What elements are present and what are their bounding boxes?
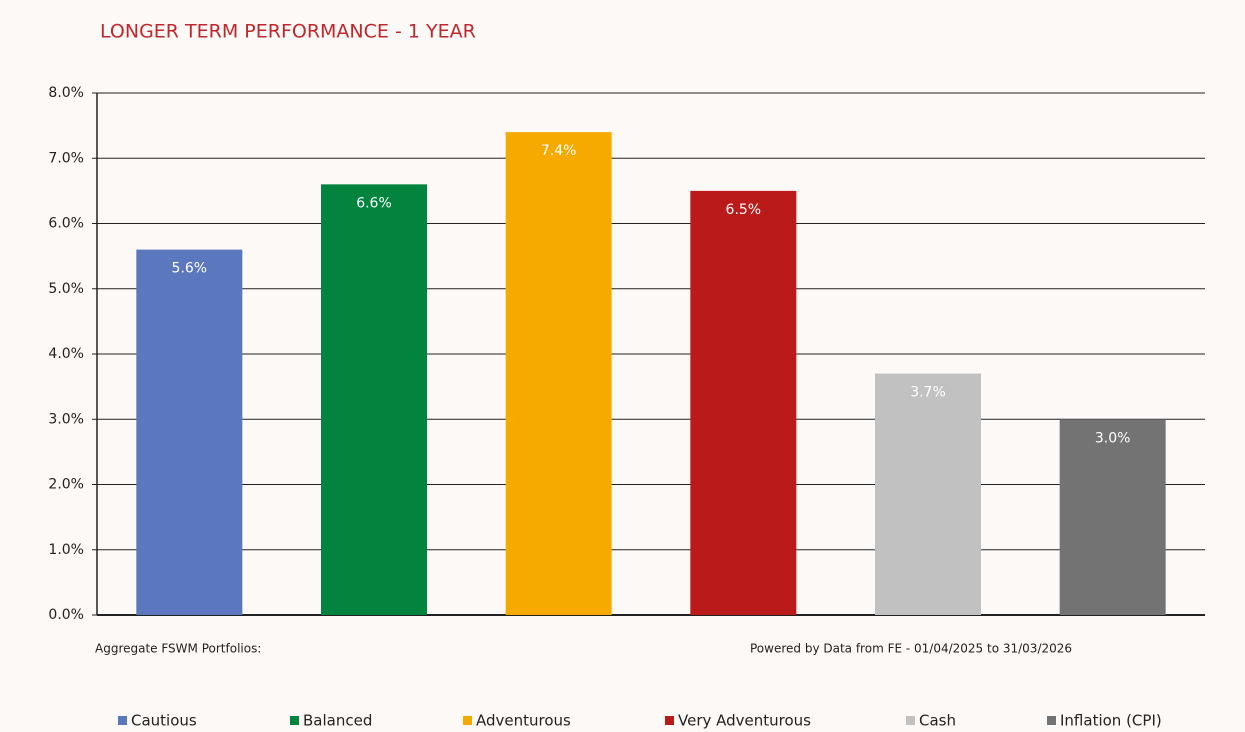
legend-swatch [665,716,674,725]
value-label: 5.6% [172,261,208,277]
note: Powered by Data from FE - 01/04/2025 to … [750,642,1072,656]
y-tick-label: 4.0% [48,346,84,362]
legend-label: Balanced [303,712,372,730]
bar [1059,419,1166,615]
legend-swatch [1047,716,1056,725]
legend-swatch [290,716,299,725]
bar [690,190,797,615]
bar [136,249,243,615]
chart-title: LONGER TERM PERFORMANCE - 1 YEAR [100,21,476,43]
legend-swatch [118,716,127,725]
y-tick-label: 3.0% [48,411,84,427]
value-label: 3.7% [910,385,946,401]
legend-swatch [463,716,472,725]
value-label: 3.0% [1095,430,1131,446]
bar [321,184,427,615]
legend-label: Cash [919,712,956,730]
value-label: 7.4% [541,143,577,159]
y-tick-label: 7.0% [48,150,84,166]
y-tick-label: 0.0% [48,607,84,623]
y-tick-label: 6.0% [48,216,84,232]
y-tick-label: 8.0% [48,85,84,101]
bar [875,373,981,615]
note: Aggregate FSWM Portfolios: [95,642,261,656]
value-label: 6.5% [726,202,762,218]
y-tick-label: 2.0% [48,477,84,493]
legend-label: Inflation (CPI) [1060,712,1162,730]
value-label: 6.6% [356,195,392,211]
legend-swatch [906,716,915,725]
bar [505,132,612,615]
y-tick-label: 1.0% [48,542,84,558]
legend-label: Adventurous [476,712,571,730]
legend-label: Cautious [131,712,197,730]
y-tick-label: 5.0% [48,281,84,297]
legend-label: Very Adventurous [678,712,811,730]
